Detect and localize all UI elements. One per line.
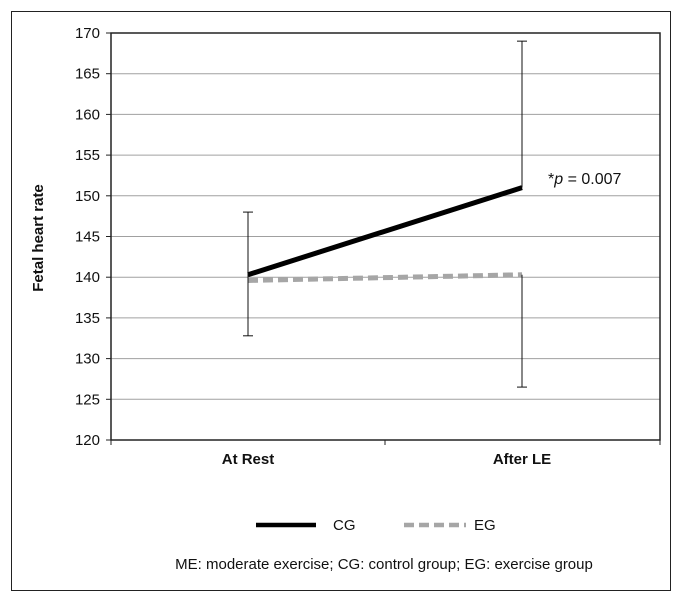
- significance-annotation: *p = 0.007: [548, 171, 622, 188]
- annotation-p: p: [553, 171, 563, 188]
- error-bars: [243, 40, 527, 388]
- chart-frame: [11, 11, 671, 591]
- legend-label-cg: CG: [333, 517, 356, 534]
- y-tick-labels: 120 125 130 135 140 145 150 155 160 165 170: [75, 25, 100, 449]
- axes: [106, 32, 661, 445]
- y-tick-label-165: 165: [75, 66, 100, 83]
- y-tick-label-120: 120: [75, 432, 100, 449]
- series-line-eg: [247, 272, 523, 283]
- y-tick-label-150: 150: [75, 188, 100, 205]
- annotation-prefix: *: [548, 171, 554, 188]
- legend: CG EG: [256, 517, 496, 534]
- gridlines: [111, 73, 660, 400]
- annotation-value: = 0.007: [563, 171, 621, 188]
- y-tick-label-140: 140: [75, 269, 100, 286]
- y-tick-label-155: 155: [75, 147, 100, 164]
- y-tick-label-160: 160: [75, 106, 100, 123]
- x-tick-labels: At Rest After LE: [222, 451, 551, 468]
- series-line-cg: [247, 185, 523, 278]
- x-tick-label-1: At Rest: [222, 451, 275, 468]
- y-tick-label-145: 145: [75, 229, 100, 246]
- y-tick-label-125: 125: [75, 391, 100, 408]
- y-axis-label: Fetal heart rate: [30, 184, 47, 292]
- legend-label-eg: EG: [474, 517, 496, 534]
- y-tick-label-130: 130: [75, 351, 100, 368]
- footnote: ME: moderate exercise; CG: control group…: [175, 556, 593, 573]
- x-tick-label-2: After LE: [493, 451, 551, 468]
- series: [247, 185, 523, 283]
- y-tick-label-170: 170: [75, 25, 100, 42]
- y-tick-label-135: 135: [75, 310, 100, 327]
